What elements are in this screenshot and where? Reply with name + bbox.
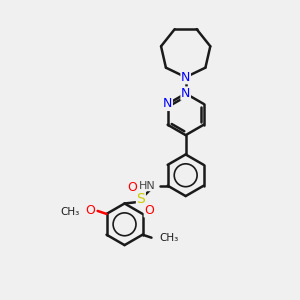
Text: CH₃: CH₃ (159, 233, 178, 243)
Text: O: O (85, 204, 95, 218)
Text: N: N (163, 98, 172, 110)
Text: O: O (144, 204, 154, 217)
Text: N: N (181, 87, 190, 100)
Text: O: O (128, 181, 137, 194)
Text: N: N (181, 71, 190, 84)
Text: CH₃: CH₃ (60, 206, 79, 217)
Text: S: S (136, 192, 145, 206)
Text: HN: HN (139, 181, 156, 191)
